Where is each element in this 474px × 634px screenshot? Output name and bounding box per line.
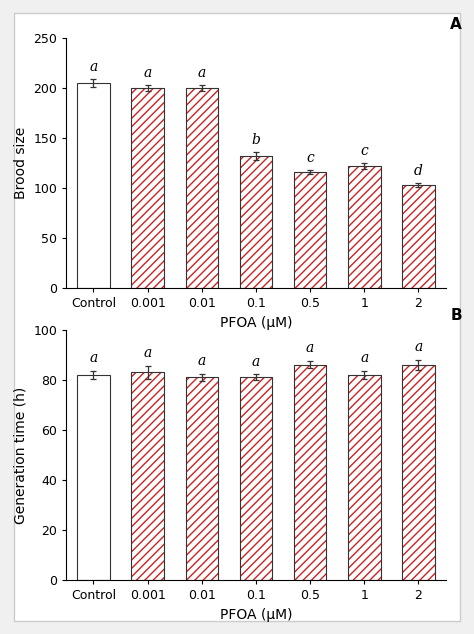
- Bar: [240, 156, 272, 288]
- Text: a: a: [89, 60, 98, 74]
- Bar: [240, 377, 272, 580]
- Bar: [77, 83, 109, 288]
- Bar: [185, 377, 218, 580]
- Bar: [131, 372, 164, 580]
- Text: B: B: [450, 308, 462, 323]
- Bar: [131, 372, 164, 580]
- Bar: [185, 88, 218, 288]
- Text: a: a: [89, 351, 98, 365]
- Text: a: a: [252, 355, 260, 369]
- Bar: [402, 185, 435, 288]
- Bar: [294, 365, 327, 580]
- Bar: [348, 166, 381, 288]
- Bar: [131, 88, 164, 288]
- Bar: [348, 375, 381, 580]
- Text: a: a: [414, 340, 423, 354]
- Y-axis label: Brood size: Brood size: [14, 127, 28, 199]
- Text: a: a: [198, 354, 206, 368]
- Text: a: a: [144, 65, 152, 80]
- X-axis label: PFOA (μM): PFOA (μM): [220, 608, 292, 622]
- Bar: [240, 156, 272, 288]
- Bar: [402, 365, 435, 580]
- Bar: [185, 377, 218, 580]
- Text: a: a: [144, 347, 152, 361]
- Bar: [348, 375, 381, 580]
- Bar: [294, 172, 327, 288]
- Text: d: d: [414, 164, 423, 178]
- Text: c: c: [360, 144, 368, 158]
- Bar: [348, 166, 381, 288]
- Bar: [294, 172, 327, 288]
- X-axis label: PFOA (μM): PFOA (μM): [220, 316, 292, 330]
- Bar: [77, 375, 109, 580]
- Text: c: c: [306, 151, 314, 165]
- Text: a: a: [306, 342, 314, 356]
- Text: a: a: [360, 351, 368, 365]
- Bar: [240, 377, 272, 580]
- Y-axis label: Generation time (h): Generation time (h): [14, 386, 28, 524]
- Bar: [131, 88, 164, 288]
- Bar: [402, 365, 435, 580]
- Bar: [185, 88, 218, 288]
- Text: b: b: [252, 133, 260, 146]
- Text: a: a: [198, 65, 206, 80]
- Bar: [402, 185, 435, 288]
- Bar: [294, 365, 327, 580]
- Text: A: A: [450, 16, 462, 32]
